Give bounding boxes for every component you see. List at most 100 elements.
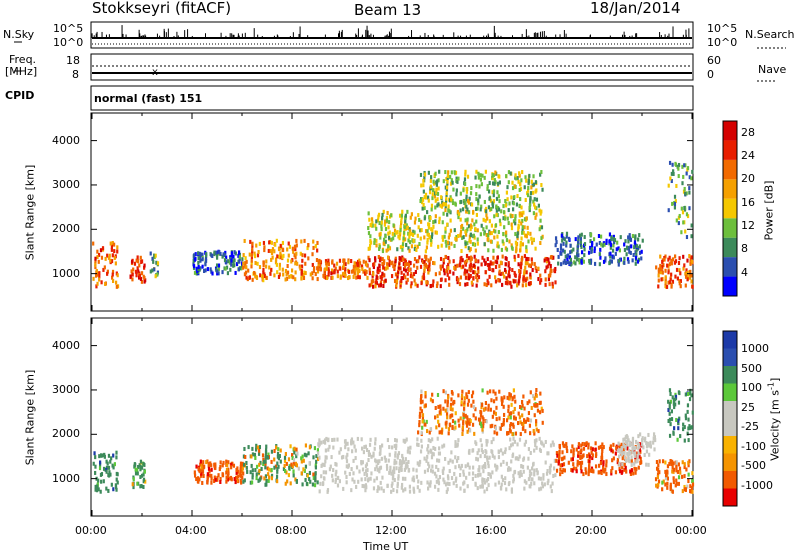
velocity-cell	[431, 437, 434, 442]
velocity-cell	[641, 442, 644, 447]
power-cell	[210, 269, 213, 274]
velocity-cell	[482, 424, 485, 429]
power-cell	[282, 253, 285, 258]
velocity-cell	[408, 450, 411, 455]
power-cell	[666, 263, 669, 268]
power-cell	[525, 178, 528, 183]
velocity-cell	[323, 438, 327, 443]
velocity-cbar-tick: -25	[741, 420, 759, 434]
velocity-cell	[361, 446, 364, 451]
power-cell	[635, 252, 638, 257]
power-cell	[358, 258, 361, 263]
power-cell	[541, 187, 544, 192]
power-cell	[600, 234, 603, 239]
power-cell	[462, 264, 465, 269]
power-cell	[496, 241, 499, 246]
velocity-cell	[262, 462, 265, 467]
power-cell	[299, 251, 302, 256]
velocity-cell	[519, 469, 522, 474]
power-cell	[520, 205, 523, 210]
velocity-cell	[374, 437, 377, 442]
power-cell	[537, 203, 540, 208]
velocity-cell	[683, 465, 686, 470]
power-cell	[387, 231, 390, 236]
power-cell	[383, 279, 386, 284]
velocity-cell	[241, 475, 244, 480]
power-cell	[288, 244, 292, 249]
velocity-cell	[590, 469, 593, 474]
power-cell	[678, 256, 681, 261]
velocity-cell	[115, 477, 118, 482]
velocity-cell	[439, 404, 442, 409]
power-cell	[501, 239, 504, 244]
velocity-cell	[99, 489, 102, 494]
power-cell	[612, 255, 615, 260]
power-cell	[388, 214, 392, 219]
velocity-cell	[648, 452, 651, 457]
velocity-cell	[462, 413, 465, 418]
velocity-cell	[415, 474, 419, 479]
velocity-cell	[506, 395, 509, 400]
power-cell	[233, 250, 236, 255]
power-cell	[440, 204, 444, 209]
power-cell	[530, 185, 533, 190]
velocity-cell	[614, 451, 617, 456]
power-cell	[669, 277, 672, 282]
power-cell	[565, 243, 568, 248]
power-cbar-swatch	[723, 179, 737, 199]
velocity-cell	[610, 469, 613, 474]
power-cell	[589, 239, 592, 244]
power-cell	[199, 258, 202, 263]
velocity-cell	[105, 467, 108, 472]
power-cell	[539, 172, 542, 177]
power-cell	[685, 191, 688, 196]
power-cell	[285, 276, 289, 281]
velocity-cell	[677, 475, 681, 480]
power-cell	[593, 246, 596, 251]
velocity-cell	[391, 476, 395, 481]
power-cell	[429, 256, 432, 261]
velocity-cell	[312, 476, 315, 481]
power-cbar-tick: 16	[741, 195, 755, 209]
power-cell	[508, 274, 511, 279]
power-cell	[312, 266, 316, 271]
velocity-cell	[449, 413, 452, 418]
power-cell	[383, 259, 386, 264]
power-cell	[682, 174, 685, 179]
velocity-cell	[685, 467, 688, 472]
power-cell	[405, 280, 408, 285]
velocity-cell	[491, 470, 494, 475]
velocity-cell	[517, 411, 520, 416]
velocity-cell	[675, 417, 678, 422]
power-cell	[483, 231, 486, 236]
velocity-cell	[637, 451, 640, 456]
power-cell	[659, 263, 662, 268]
velocity-cell	[457, 418, 460, 423]
power-cell	[314, 244, 317, 249]
velocity-cell	[472, 399, 475, 404]
power-cell	[399, 230, 402, 235]
power-cell	[609, 251, 612, 256]
power-cell	[564, 260, 568, 265]
power-cell	[631, 258, 634, 263]
power-cell	[521, 283, 524, 288]
velocity-cell	[142, 472, 145, 477]
velocity-cell	[473, 431, 476, 436]
power-cell	[460, 199, 463, 204]
power-cell	[240, 263, 244, 268]
velocity-cell	[354, 456, 357, 461]
velocity-cell	[466, 484, 469, 489]
power-cell	[495, 196, 499, 201]
velocity-cell	[293, 446, 296, 451]
velocity-cbar-swatch	[723, 471, 737, 489]
velocity-cell	[395, 438, 398, 443]
velocity-cell	[316, 456, 320, 461]
velocity-cell	[520, 406, 523, 411]
power-cell	[683, 186, 686, 191]
power-cell	[428, 259, 431, 264]
velocity-cell	[256, 445, 259, 450]
power-cell	[154, 274, 157, 279]
velocity-cell	[508, 480, 511, 485]
velocity-cell	[463, 406, 466, 411]
power-cell	[501, 254, 504, 259]
